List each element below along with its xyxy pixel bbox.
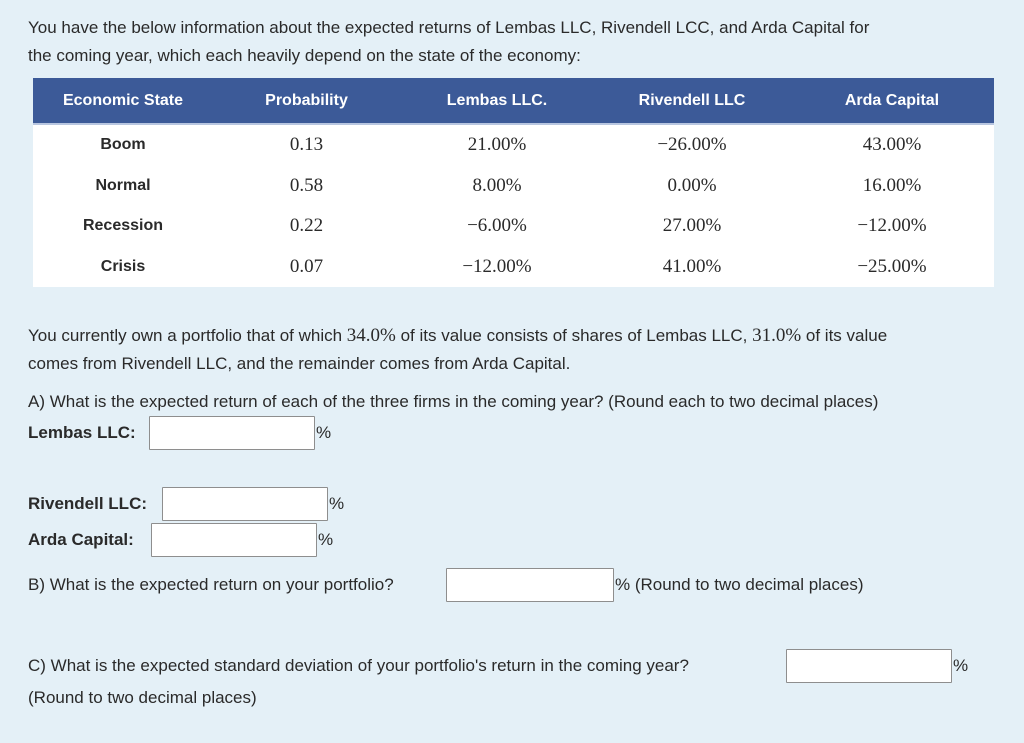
portfolio-std-dev-input[interactable]: [786, 649, 952, 683]
rivendell-weight: 31.0%: [752, 325, 802, 346]
percent-sign: %: [953, 656, 969, 675]
table-row: Boom 0.13 21.00% −26.00% 43.00%: [33, 124, 994, 166]
row-lembas-return: −12.00%: [462, 255, 532, 277]
row-rivendell-return: 27.00%: [662, 215, 722, 237]
question-a: A) What is the expected return of each o…: [28, 392, 879, 411]
row-probability: 0.22: [289, 215, 324, 237]
lembas-label: Lembas LLC:: [28, 423, 136, 442]
row-state: Normal: [95, 176, 151, 194]
question-c: C) What is the expected standard deviati…: [28, 656, 689, 675]
arda-label: Arda Capital:: [28, 530, 134, 549]
percent-sign: %: [318, 530, 334, 549]
row-state: Crisis: [100, 257, 146, 275]
portfolio-text-c: of its value: [801, 326, 888, 345]
question-c-round-note: (Round to two decimal places): [28, 688, 257, 707]
row-arda-return: 43.00%: [862, 134, 922, 156]
intro-line-1: You have the below information about the…: [28, 18, 870, 37]
intro-text: You have the below information about the…: [28, 14, 869, 70]
row-lembas-return: −6.00%: [467, 215, 527, 237]
percent-sign: %: [316, 423, 332, 442]
header-probability: Probability: [213, 78, 400, 125]
row-probability: 0.13: [289, 134, 324, 156]
table-row: Normal 0.58 8.00% 0.00% 16.00%: [33, 166, 994, 207]
row-rivendell-return: 0.00%: [667, 174, 717, 196]
question-b: B) What is the expected return on your p…: [28, 575, 394, 594]
arda-return-input[interactable]: [151, 523, 317, 557]
row-lembas-return: 8.00%: [472, 174, 522, 196]
row-rivendell-return: −26.00%: [657, 134, 727, 156]
rivendell-return-input[interactable]: [162, 487, 328, 521]
header-economic-state: Economic State: [33, 78, 213, 125]
lembas-weight: 34.0%: [346, 325, 396, 346]
table-row: Crisis 0.07 −12.00% 41.00% −25.00%: [33, 247, 994, 288]
row-arda-return: −25.00%: [857, 255, 927, 277]
rivendell-label: Rivendell LLC:: [28, 494, 148, 513]
portfolio-line-2: comes from Rivendell LLC, and the remain…: [28, 354, 571, 373]
lembas-return-input[interactable]: [149, 416, 315, 450]
intro-line-2: the coming year, which each heavily depe…: [28, 46, 581, 65]
row-rivendell-return: 41.00%: [662, 255, 722, 277]
row-arda-return: 16.00%: [862, 174, 922, 196]
portfolio-text-b: of its value consists of shares of Lemba…: [395, 326, 753, 345]
row-state: Recession: [82, 217, 164, 235]
row-probability: 0.58: [289, 174, 324, 196]
returns-table: Economic State Probability Lembas LLC. R…: [33, 78, 994, 287]
portfolio-text-a: You currently own a portfolio that of wh…: [28, 326, 347, 345]
header-lembas: Lembas LLC.: [400, 78, 594, 125]
portfolio-text: You currently own a portfolio that of wh…: [28, 322, 887, 378]
row-probability: 0.07: [289, 255, 324, 277]
row-state: Boom: [100, 136, 146, 154]
table-row: Recession 0.22 −6.00% 27.00% −12.00%: [33, 206, 994, 247]
header-rivendell: Rivendell LLC: [594, 78, 790, 125]
row-lembas-return: 21.00%: [467, 134, 527, 156]
portfolio-return-input[interactable]: [446, 568, 614, 602]
percent-sign: %: [329, 494, 345, 513]
question-b-suffix: % (Round to two decimal places): [615, 575, 864, 594]
row-arda-return: −12.00%: [857, 215, 927, 237]
table-header-row: Economic State Probability Lembas LLC. R…: [33, 78, 994, 125]
header-arda: Arda Capital: [790, 78, 994, 125]
